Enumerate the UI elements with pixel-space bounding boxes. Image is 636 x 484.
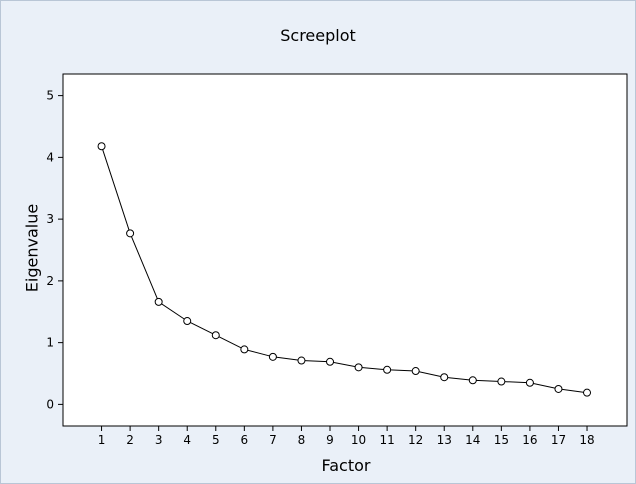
x-tick-label: 2 xyxy=(126,433,134,447)
data-point xyxy=(183,317,192,326)
x-tick-label: 16 xyxy=(522,433,537,447)
plot-area xyxy=(62,73,628,427)
data-point xyxy=(411,367,420,376)
data-point xyxy=(154,297,163,306)
data-point xyxy=(354,363,363,372)
x-axis-label: Factor xyxy=(321,456,371,475)
data-point xyxy=(525,378,534,387)
x-tick-label: 9 xyxy=(326,433,334,447)
x-tick-label: 10 xyxy=(351,433,366,447)
x-tick-label: 8 xyxy=(298,433,306,447)
data-point xyxy=(383,365,392,374)
x-tick-label: 11 xyxy=(379,433,394,447)
x-tick-label: 14 xyxy=(465,433,480,447)
x-tick-label: 1 xyxy=(98,433,106,447)
data-point xyxy=(326,357,335,366)
x-tick-label: 3 xyxy=(155,433,163,447)
y-tick-label: 2 xyxy=(46,274,54,288)
data-point xyxy=(497,377,506,386)
x-tick-label: 6 xyxy=(241,433,249,447)
x-tick-label: 18 xyxy=(579,433,594,447)
x-tick-label: 5 xyxy=(212,433,220,447)
data-point xyxy=(97,142,106,151)
x-tick-label: 12 xyxy=(408,433,423,447)
data-point xyxy=(554,384,563,393)
x-tick-label: 7 xyxy=(269,433,277,447)
y-tick-label: 4 xyxy=(46,150,54,164)
y-tick-label: 3 xyxy=(46,212,54,226)
series-line xyxy=(101,146,588,394)
data-point xyxy=(583,388,592,397)
data-points xyxy=(97,142,592,397)
data-point xyxy=(240,345,249,354)
x-tick-label: 4 xyxy=(183,433,191,447)
chart-title: Screeplot xyxy=(280,26,356,45)
y-tick-label: 0 xyxy=(46,397,54,411)
data-point xyxy=(297,356,306,365)
data-point xyxy=(126,229,135,238)
data-point xyxy=(468,376,477,385)
y-tick-label: 1 xyxy=(46,336,54,350)
x-tick-label: 15 xyxy=(494,433,509,447)
x-tick-label: 17 xyxy=(551,433,566,447)
data-point xyxy=(211,331,220,340)
x-tick-label: 13 xyxy=(437,433,452,447)
y-tick-label: 5 xyxy=(46,89,54,103)
data-point xyxy=(268,352,277,361)
data-point xyxy=(440,373,449,382)
